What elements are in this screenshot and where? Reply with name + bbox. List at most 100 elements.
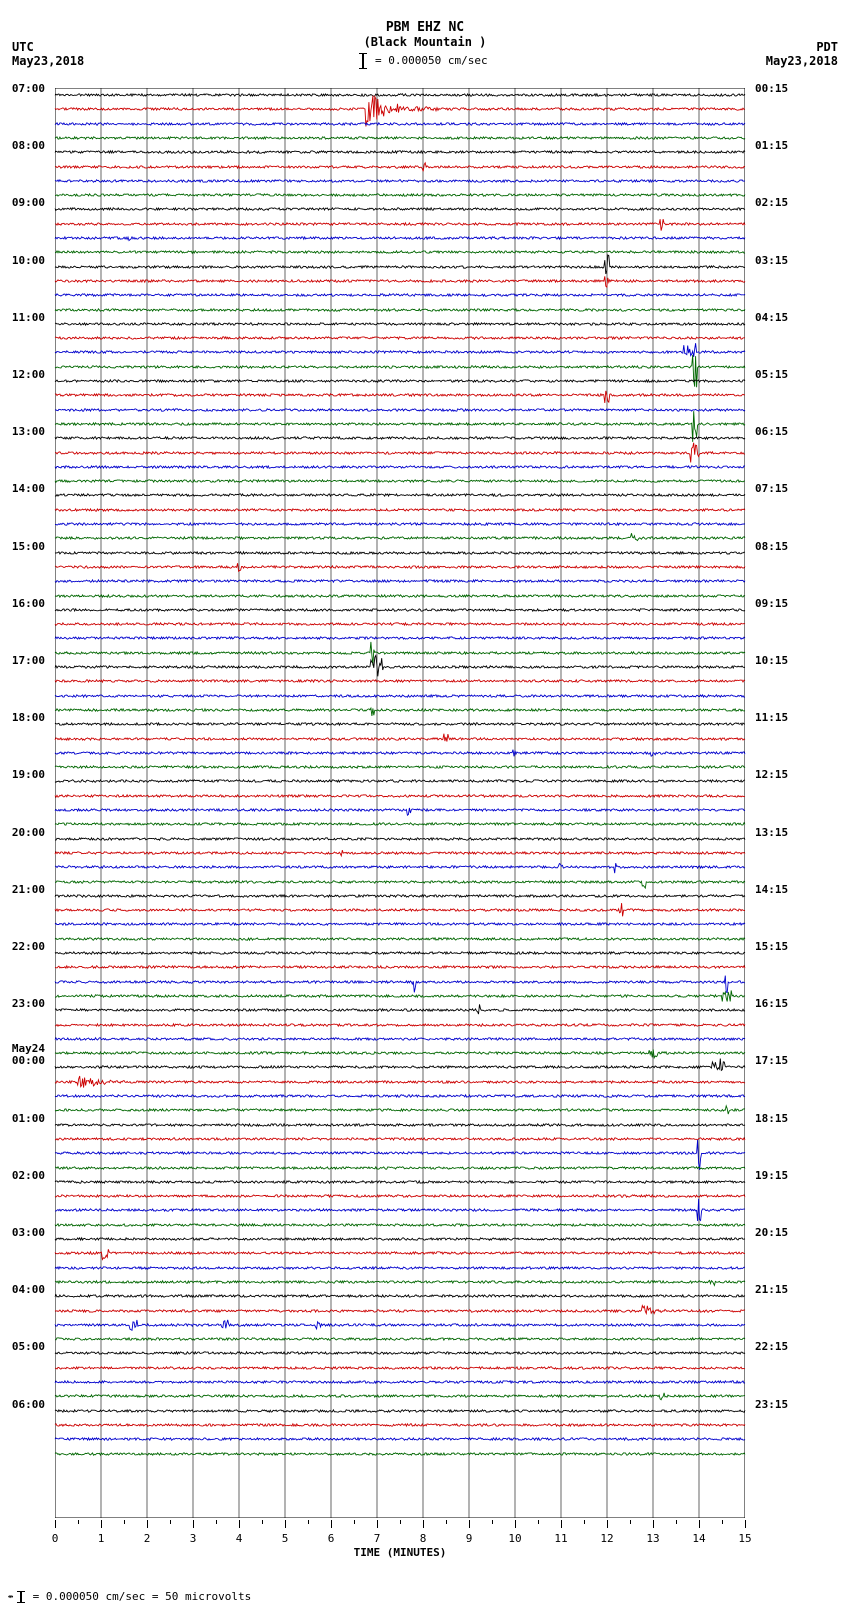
utc-hour-label: 08:00 [0,139,45,152]
pdt-hour-label: 14:15 [755,883,815,896]
trace-row [55,1447,745,1461]
pdt-hour-label: 09:15 [755,597,815,610]
x-tick-minor [78,1520,79,1524]
x-tick-label: 13 [646,1532,659,1545]
x-tick-minor [630,1520,631,1524]
pdt-hour-label: 12:15 [755,768,815,781]
x-tick-minor [584,1520,585,1524]
date-right: May23,2018 [766,54,838,68]
x-tick-mark [377,1520,378,1528]
x-tick-mark [193,1520,194,1528]
utc-hour-label: 00:00 [0,1054,45,1067]
pdt-hour-label: 00:15 [755,82,815,95]
utc-hour-label: 17:00 [0,654,45,667]
date-left: May23,2018 [12,54,84,68]
utc-hour-label: 14:00 [0,482,45,495]
plot-area: 07:0008:0009:0010:0011:0012:0013:0014:00… [55,88,745,1518]
x-tick-label: 7 [374,1532,381,1545]
pdt-hour-label: 08:15 [755,540,815,553]
x-tick-label: 5 [282,1532,289,1545]
utc-hour-label: 02:00 [0,1169,45,1182]
pdt-hour-label: 18:15 [755,1112,815,1125]
x-tick-mark [239,1520,240,1528]
utc-hour-label: 15:00 [0,540,45,553]
utc-hour-label: 23:00 [0,997,45,1010]
utc-hour-label: 12:00 [0,368,45,381]
pdt-hour-label: 02:15 [755,196,815,209]
x-tick-minor [170,1520,171,1524]
pdt-hour-label: 07:15 [755,482,815,495]
pdt-hour-label: 22:15 [755,1340,815,1353]
pdt-hour-label: 15:15 [755,940,815,953]
x-tick-label: 11 [554,1532,567,1545]
x-tick-mark [699,1520,700,1528]
utc-hour-label: 20:00 [0,826,45,839]
x-axis: TIME (MINUTES) 0123456789101112131415 [55,1520,745,1560]
pdt-hour-label: 06:15 [755,425,815,438]
x-tick-minor [354,1520,355,1524]
pdt-hour-label: 11:15 [755,711,815,724]
x-tick-label: 2 [144,1532,151,1545]
x-tick-mark [653,1520,654,1528]
x-tick-mark [469,1520,470,1528]
x-tick-minor [400,1520,401,1524]
x-tick-minor [538,1520,539,1524]
utc-hour-label: 04:00 [0,1283,45,1296]
x-tick-label: 4 [236,1532,243,1545]
x-tick-label: 14 [692,1532,705,1545]
utc-hour-label: 10:00 [0,254,45,267]
utc-hour-label: 09:00 [0,196,45,209]
x-tick-label: 1 [98,1532,105,1545]
x-tick-mark [331,1520,332,1528]
x-tick-label: 8 [420,1532,427,1545]
x-tick-label: 10 [508,1532,521,1545]
pdt-hour-label: 16:15 [755,997,815,1010]
x-tick-minor [262,1520,263,1524]
station-code: PBM EHZ NC [0,0,850,35]
pdt-hour-label: 05:15 [755,368,815,381]
tz-left: UTC [12,40,34,54]
x-tick-mark [147,1520,148,1528]
tz-right: PDT [816,40,838,54]
scale-bar-icon [362,53,364,69]
x-tick-label: 0 [52,1532,59,1545]
utc-hour-label: 19:00 [0,768,45,781]
utc-hour-label: 07:00 [0,82,45,95]
pdt-hour-label: 13:15 [755,826,815,839]
x-tick-mark [423,1520,424,1528]
x-tick-minor [722,1520,723,1524]
pdt-hour-label: 21:15 [755,1283,815,1296]
utc-hour-label: 03:00 [0,1226,45,1239]
x-tick-mark [285,1520,286,1528]
x-tick-mark [515,1520,516,1528]
seismogram-container: UTC May23,2018 PDT May23,2018 PBM EHZ NC… [0,0,850,1613]
pdt-hour-label: 04:15 [755,311,815,324]
x-axis-title: TIME (MINUTES) [354,1546,447,1559]
x-tick-minor [124,1520,125,1524]
x-tick-mark [607,1520,608,1528]
x-tick-minor [676,1520,677,1524]
x-tick-label: 12 [600,1532,613,1545]
x-tick-mark [745,1520,746,1528]
pdt-hour-label: 01:15 [755,139,815,152]
pdt-hour-label: 10:15 [755,654,815,667]
x-tick-label: 6 [328,1532,335,1545]
x-tick-mark [101,1520,102,1528]
utc-hour-label: 11:00 [0,311,45,324]
x-tick-label: 3 [190,1532,197,1545]
utc-hour-label: 16:00 [0,597,45,610]
x-tick-label: 9 [466,1532,473,1545]
x-tick-mark [55,1520,56,1528]
x-tick-label: 15 [738,1532,751,1545]
utc-hour-label: 13:00 [0,425,45,438]
utc-hour-label: 01:00 [0,1112,45,1125]
x-tick-minor [216,1520,217,1524]
pdt-hour-label: 17:15 [755,1054,815,1067]
pdt-hour-label: 23:15 [755,1398,815,1411]
scale-indicator: = 0.000050 cm/sec [0,49,850,73]
x-tick-minor [446,1520,447,1524]
x-tick-minor [308,1520,309,1524]
pdt-hour-label: 20:15 [755,1226,815,1239]
utc-hour-label: 06:00 [0,1398,45,1411]
x-tick-minor [492,1520,493,1524]
